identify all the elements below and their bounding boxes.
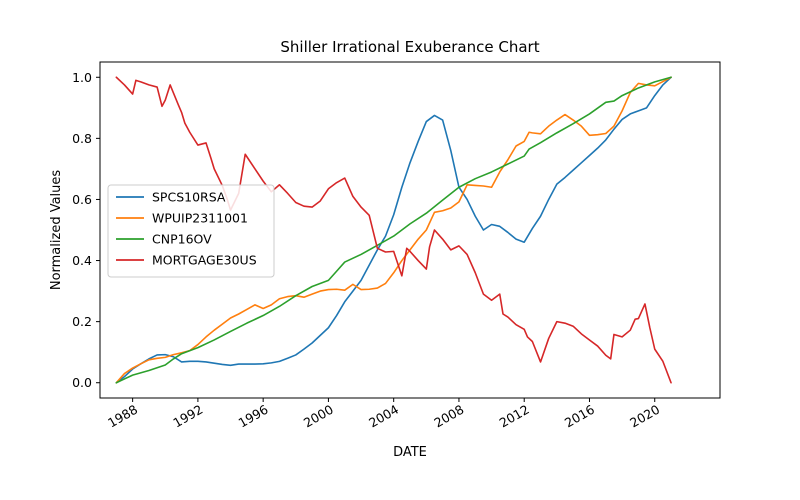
y-tick-label: 0.8 bbox=[72, 131, 92, 146]
legend: SPCS10RSA WPUIP2311001 CNP16OV MORTGAGE30US bbox=[107, 184, 275, 278]
y-tick-label: 0.6 bbox=[72, 192, 92, 207]
series-line-wpuip2311001 bbox=[115, 76, 672, 384]
x-axis: 1988 1992 1996 2000 2004 2008 2012 2016 2020 bbox=[105, 398, 662, 431]
x-tick-label: 2008 bbox=[431, 402, 466, 431]
x-tick-label: 2020 bbox=[627, 402, 662, 431]
x-tick-label: 2012 bbox=[497, 402, 532, 431]
legend-label: WPUIP2311001 bbox=[152, 211, 248, 226]
legend-label: SPCS10RSA bbox=[152, 190, 226, 205]
chart-title: Shiller Irrational Exuberance Chart bbox=[280, 38, 539, 56]
x-tick-label: 1992 bbox=[170, 402, 205, 431]
series-line-cnp16ov bbox=[115, 76, 672, 384]
series-line-mortgage30us bbox=[115, 76, 672, 384]
y-axis: 0.0 0.2 0.4 0.6 0.8 1.0 bbox=[72, 70, 100, 390]
y-tick-label: 0.2 bbox=[72, 314, 92, 329]
plot-area bbox=[115, 76, 672, 384]
y-tick-label: 0.0 bbox=[72, 375, 92, 390]
x-tick-label: 1988 bbox=[105, 402, 140, 431]
y-tick-label: 0.4 bbox=[72, 253, 92, 268]
y-axis-label: Normalized Values bbox=[49, 170, 64, 291]
x-axis-label: DATE bbox=[393, 445, 427, 460]
legend-label: MORTGAGE30US bbox=[152, 253, 257, 268]
legend-box bbox=[107, 184, 275, 278]
x-tick-label: 1996 bbox=[236, 402, 271, 431]
x-tick-label: 2000 bbox=[301, 402, 336, 431]
series-line-spcs10rsa bbox=[115, 76, 672, 384]
legend-label: CNP16OV bbox=[152, 232, 212, 247]
x-tick-label: 2016 bbox=[562, 402, 597, 431]
axes-frame bbox=[99, 61, 721, 399]
y-tick-label: 1.0 bbox=[72, 70, 92, 85]
x-tick-label: 2004 bbox=[366, 402, 401, 431]
